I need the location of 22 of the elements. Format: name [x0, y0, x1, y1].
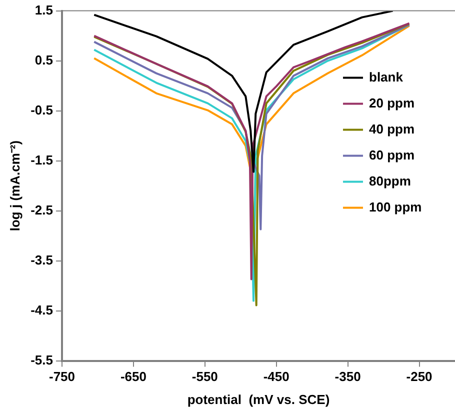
x-tick-label: -250	[406, 369, 432, 384]
y-tick-label: 0.5	[34, 52, 53, 68]
y-axis-title: log j (mA.cm⁻²)	[7, 140, 22, 232]
x-axis-title: potential (mV vs. SCE)	[187, 392, 330, 407]
legend-label: 60 ppm	[369, 147, 415, 162]
y-tick-label: -0.5	[30, 102, 53, 118]
y-tick-label: -5.5	[30, 352, 53, 368]
legend-label: 80ppm	[369, 173, 411, 188]
legend-label: 100 ppm	[369, 199, 422, 214]
y-tick-label: -3.5	[30, 252, 53, 268]
legend-label: 20 ppm	[369, 95, 415, 110]
y-tick-label: -1.5	[30, 152, 53, 168]
y-tick-label: -4.5	[30, 302, 53, 318]
legend-label: 40 ppm	[369, 121, 415, 136]
x-tick-label: -450	[263, 369, 290, 384]
y-tick-label: 1.5	[34, 2, 53, 18]
x-tick-label: -350	[334, 369, 361, 384]
x-tick-label: -650	[120, 369, 146, 384]
x-tick-label: -750	[48, 369, 76, 384]
x-tick-label: -550	[192, 369, 218, 384]
legend-label: blank	[369, 69, 404, 84]
y-tick-label: -2.5	[30, 202, 53, 218]
